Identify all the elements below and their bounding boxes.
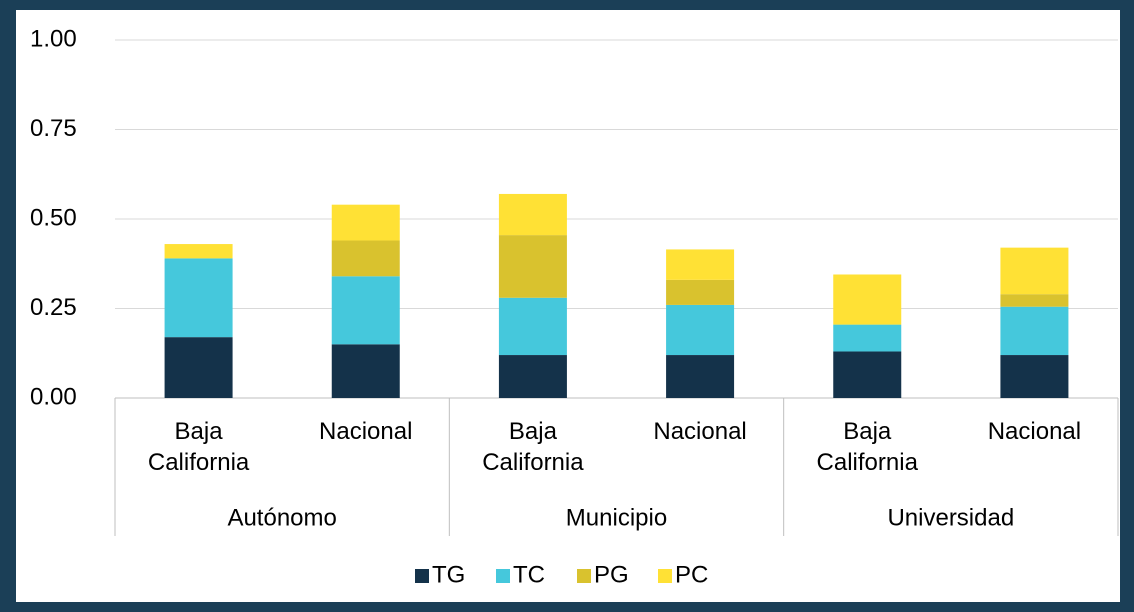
bar-segment xyxy=(498,355,567,398)
bar-segment xyxy=(331,204,400,241)
x-tick-label-box: Nacional xyxy=(319,418,413,445)
bar-segment xyxy=(498,297,567,356)
bar-segment xyxy=(498,235,567,298)
bar-segment xyxy=(666,249,735,280)
legend-label: TC xyxy=(513,561,545,588)
x-tick-label-box: Baja California xyxy=(147,418,250,476)
x-tick-label-box: Nacional xyxy=(653,418,747,445)
x-tick-label: Baja California xyxy=(482,418,584,476)
bar-segment xyxy=(498,193,567,236)
legend-swatch xyxy=(496,569,510,583)
x-tick-label: Baja California xyxy=(147,418,250,476)
legend-label: PG xyxy=(594,561,629,588)
legend-swatch xyxy=(577,569,591,583)
bar-segment xyxy=(164,244,233,259)
bar-segment xyxy=(666,304,735,356)
x-tick-label: Baja California xyxy=(816,418,918,476)
bar-segment xyxy=(331,344,400,398)
x-tick-label-box: Baja California xyxy=(482,418,584,476)
x-tick-label-box: Baja California xyxy=(816,418,918,476)
x-tick-label: Nacional xyxy=(319,418,413,445)
group-label: Universidad xyxy=(887,504,1014,531)
bar-segment xyxy=(164,337,233,398)
bar-segment xyxy=(331,240,400,277)
y-tick-label: 0.75 xyxy=(30,115,77,142)
bar-segment xyxy=(666,355,735,398)
legend-label: TG xyxy=(432,561,465,588)
bar-segment xyxy=(833,274,902,325)
y-tick-label: 0.50 xyxy=(30,204,77,231)
bar-segment xyxy=(1000,355,1069,398)
group-label: Autónomo xyxy=(227,504,336,531)
legend-swatch xyxy=(658,569,672,583)
legend-swatch xyxy=(415,569,429,583)
bar-segment xyxy=(833,351,902,398)
bar-segment xyxy=(164,258,233,338)
y-tick-label: 1.00 xyxy=(30,25,77,52)
bar-segment xyxy=(331,276,400,345)
y-tick-label: 0.00 xyxy=(30,383,77,410)
bar-segment xyxy=(1000,247,1069,295)
bar-segment xyxy=(1000,306,1069,356)
group-label: Municipio xyxy=(566,504,667,531)
bar-segment xyxy=(833,324,902,352)
x-tick-label-box: Nacional xyxy=(987,418,1082,445)
bar-segment xyxy=(666,279,735,305)
bar-segment xyxy=(1000,294,1069,307)
y-tick-label: 0.25 xyxy=(30,294,77,321)
legend-label: PC xyxy=(675,561,708,588)
x-tick-label: Nacional xyxy=(653,418,747,445)
x-tick-label: Nacional xyxy=(987,418,1082,445)
